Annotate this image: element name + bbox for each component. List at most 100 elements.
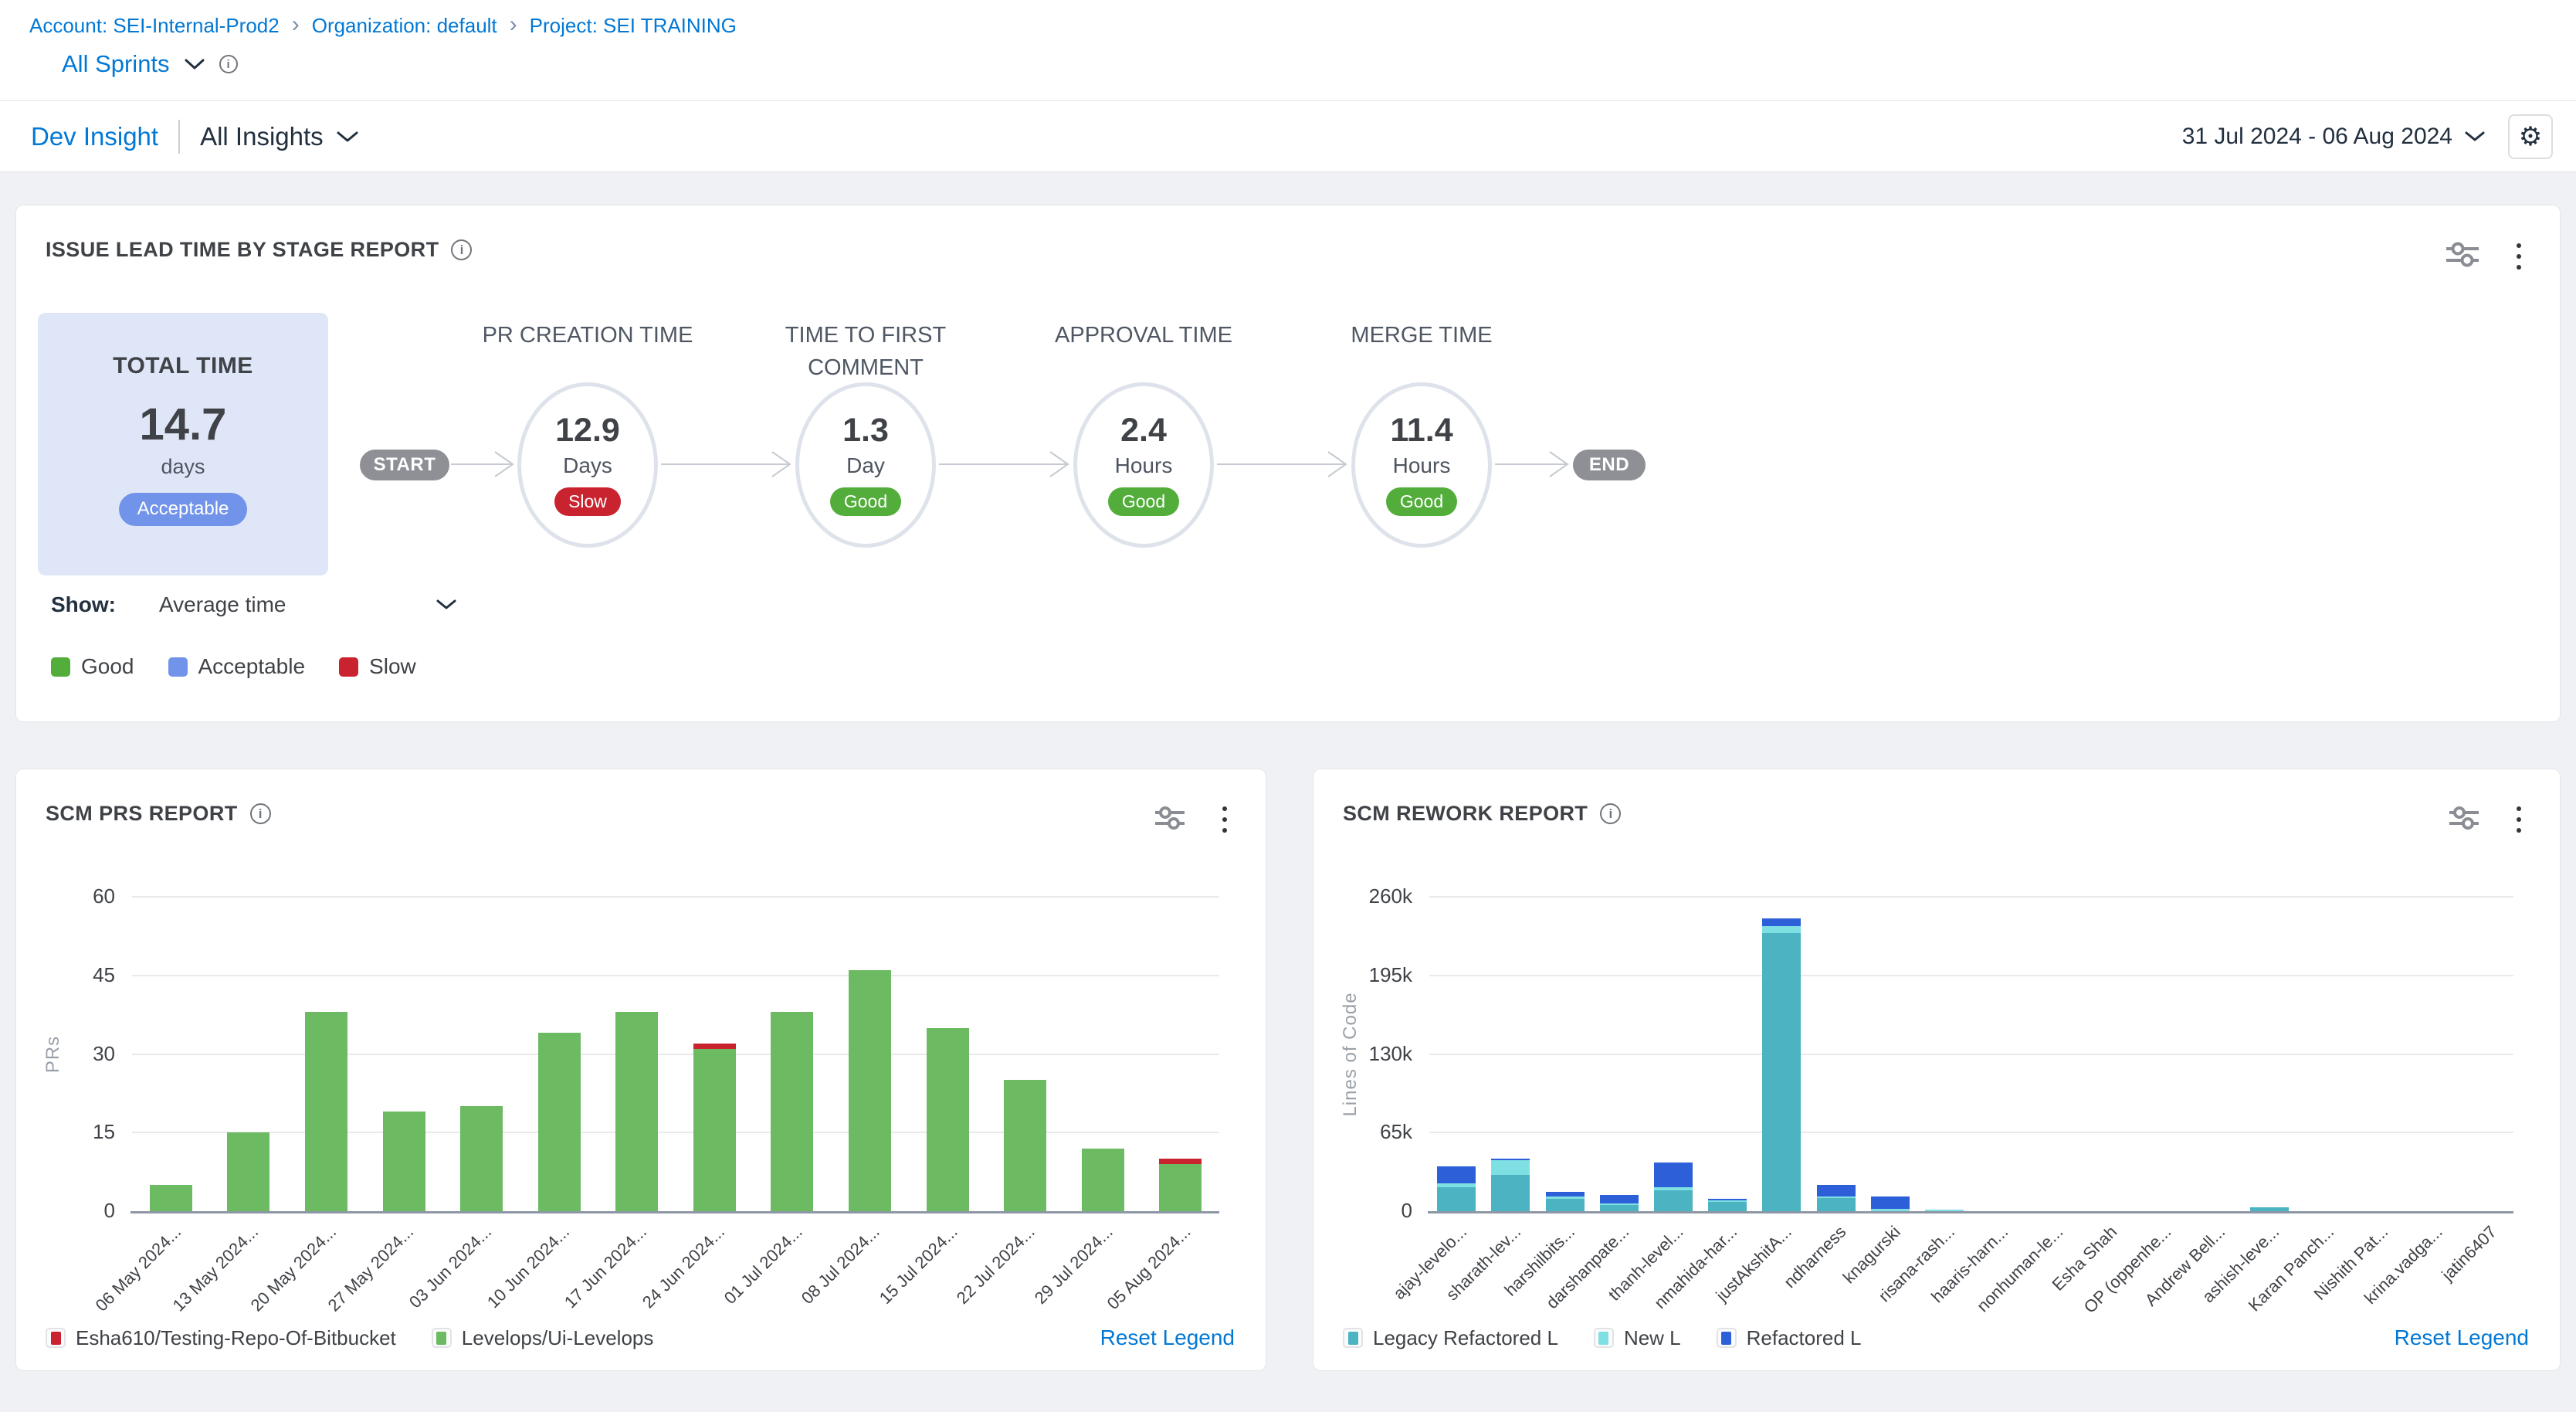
legend-checkbox[interactable]: [1343, 1328, 1363, 1348]
bar-segment[interactable]: [1817, 1196, 1856, 1198]
kebab-menu-icon[interactable]: [2515, 242, 2523, 271]
bar-segment[interactable]: [1491, 1160, 1530, 1175]
rating-legend-item[interactable]: Slow: [339, 654, 416, 679]
filter-sliders-icon[interactable]: [2446, 241, 2479, 271]
bar-segment[interactable]: [1437, 1183, 1476, 1187]
bar-segment[interactable]: [1654, 1163, 1693, 1186]
chevron-down-icon[interactable]: [184, 58, 205, 71]
show-dropdown[interactable]: Show: Average time: [51, 592, 456, 617]
bar-segment[interactable]: [771, 1012, 813, 1211]
bar-segment[interactable]: [1762, 918, 1801, 925]
chart-legend-item[interactable]: Levelops/Ui-Levelops: [432, 1326, 654, 1350]
bar-segment[interactable]: [460, 1106, 503, 1211]
bar-segment[interactable]: [1654, 1190, 1693, 1211]
bar-segment[interactable]: [1546, 1199, 1585, 1211]
stage-value: 1.3: [842, 414, 889, 447]
legend-checkbox[interactable]: [46, 1328, 66, 1348]
breadcrumb-link-project[interactable]: Project: SEI TRAINING: [530, 14, 737, 38]
info-icon[interactable]: i: [451, 239, 472, 260]
rating-legend-item[interactable]: Good: [51, 654, 134, 679]
gridline: [1429, 1054, 2513, 1055]
bar-segment[interactable]: [615, 1012, 658, 1211]
breadcrumb-link-organization[interactable]: Organization: default: [312, 14, 497, 38]
legend-checkbox[interactable]: [1594, 1328, 1614, 1348]
bar-segment[interactable]: [1708, 1200, 1747, 1202]
bar-segment[interactable]: [693, 1049, 736, 1211]
bar-segment[interactable]: [1817, 1198, 1856, 1211]
date-range-picker[interactable]: 31 Jul 2024 - 06 Aug 2024: [2182, 124, 2485, 150]
bar-segment[interactable]: [150, 1185, 192, 1211]
bar-segment[interactable]: [1925, 1210, 1964, 1211]
bar-segment[interactable]: [1817, 1185, 1856, 1196]
filter-sliders-icon[interactable]: [1154, 806, 1185, 834]
sprint-selector[interactable]: All Sprints i: [62, 50, 2576, 78]
chart-legend-item[interactable]: New L: [1594, 1326, 1681, 1350]
reset-legend-link[interactable]: Reset Legend: [1100, 1325, 1235, 1350]
bar-segment[interactable]: [1600, 1195, 1639, 1203]
bar-segment[interactable]: [227, 1132, 269, 1211]
bar-segment[interactable]: [1004, 1080, 1046, 1211]
bar-segment[interactable]: [927, 1028, 969, 1211]
bar-segment[interactable]: [1082, 1149, 1124, 1211]
bar-segment[interactable]: [849, 970, 891, 1211]
chart-legend-item[interactable]: Esha610/Testing-Repo-Of-Bitbucket: [46, 1326, 396, 1350]
bar-segment[interactable]: [1600, 1205, 1639, 1211]
bar-segment[interactable]: [538, 1033, 581, 1211]
date-range-value: 31 Jul 2024 - 06 Aug 2024: [2182, 124, 2452, 150]
bar-segment[interactable]: [1437, 1187, 1476, 1211]
legend-checkbox[interactable]: [1717, 1328, 1737, 1348]
x-axis-tick-label: jatin6407: [2438, 1222, 2501, 1285]
issue-lead-time-panel: ISSUE LEAD TIME BY STAGE REPORT i TOTAL …: [15, 205, 2561, 722]
bar-segment[interactable]: [1762, 933, 1801, 1211]
breadcrumb-link-account[interactable]: Account: SEI-Internal-Prod2: [29, 14, 280, 38]
sprint-selector-label[interactable]: All Sprints: [62, 50, 170, 78]
stage-name: MERGE TIME: [1302, 319, 1541, 351]
legend-color-swatch: [51, 1332, 61, 1345]
x-axis-line: [1428, 1211, 2513, 1213]
kebab-menu-icon[interactable]: [2515, 805, 2523, 834]
stage-node: 1.3DayGood: [795, 382, 936, 548]
kebab-menu-icon[interactable]: [1221, 805, 1229, 834]
bar-segment[interactable]: [1654, 1187, 1693, 1191]
stage-rating-badge: Good: [1108, 487, 1179, 517]
chart-legend-item[interactable]: Legacy Refactored L: [1343, 1326, 1558, 1350]
legend-checkbox[interactable]: [432, 1328, 452, 1348]
x-axis-tick-label: 08 Jul 2024...: [798, 1222, 884, 1308]
bar-segment[interactable]: [1708, 1202, 1747, 1211]
bar-segment[interactable]: [1546, 1192, 1585, 1196]
flow-arrow-icon: [451, 447, 515, 481]
y-axis-tick-label: 45: [22, 963, 115, 987]
x-axis-tick-label: 17 Jun 2024...: [561, 1222, 651, 1312]
settings-button[interactable]: ⚙: [2508, 114, 2553, 159]
bar-segment[interactable]: [2250, 1207, 2289, 1211]
bar-segment[interactable]: [1159, 1159, 1202, 1164]
dev-insight-link[interactable]: Dev Insight: [31, 122, 158, 151]
bar-segment[interactable]: [1159, 1164, 1202, 1211]
reset-legend-link[interactable]: Reset Legend: [2395, 1325, 2529, 1350]
insight-dropdown[interactable]: All Insights: [200, 122, 359, 151]
bar-segment[interactable]: [1871, 1196, 1910, 1209]
bar-segment[interactable]: [383, 1112, 425, 1211]
info-icon[interactable]: i: [219, 55, 238, 73]
bar-segment[interactable]: [693, 1044, 736, 1049]
bar-segment[interactable]: [1871, 1209, 1910, 1211]
legend-color-swatch: [51, 657, 70, 677]
bar-segment[interactable]: [1600, 1203, 1639, 1205]
bar-segment[interactable]: [1491, 1175, 1530, 1211]
info-icon[interactable]: i: [1600, 803, 1621, 824]
y-axis-tick-label: 15: [22, 1120, 115, 1144]
bar-segment[interactable]: [1708, 1199, 1747, 1200]
bar-segment[interactable]: [1762, 926, 1801, 933]
chart-legend-item[interactable]: Refactored L: [1717, 1326, 1862, 1350]
bar-segment[interactable]: [1546, 1196, 1585, 1199]
bar-segment[interactable]: [305, 1012, 347, 1211]
chart-legend: Esha610/Testing-Repo-Of-Bitbucket Levelop…: [46, 1325, 1235, 1350]
x-axis-tick-label: 29 Jul 2024...: [1031, 1222, 1117, 1308]
bar-segment[interactable]: [1491, 1159, 1530, 1160]
info-icon[interactable]: i: [250, 803, 271, 824]
total-time-label: TOTAL TIME: [113, 353, 253, 379]
legend-color-swatch: [1721, 1332, 1731, 1345]
rating-legend-item[interactable]: Acceptable: [168, 654, 306, 679]
bar-segment[interactable]: [1437, 1166, 1476, 1183]
filter-sliders-icon[interactable]: [2449, 806, 2479, 834]
